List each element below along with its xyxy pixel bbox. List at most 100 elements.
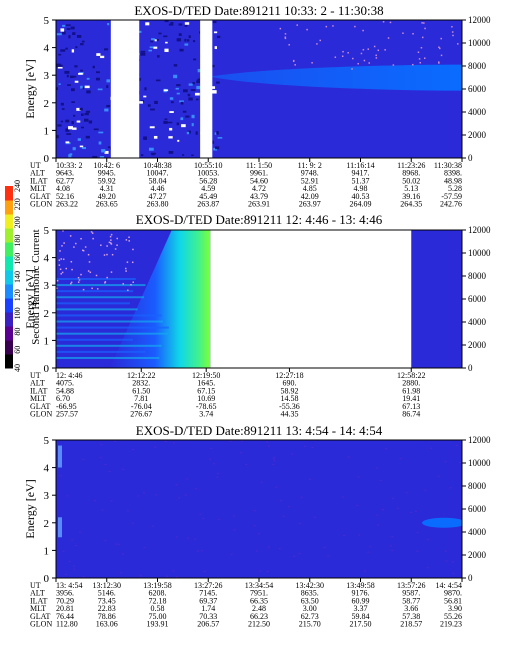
noise-speck [216,35,221,39]
info-row-value: 12:27:18 [275,371,303,380]
y-tick-label: 4 [44,43,50,55]
noise-speck [59,250,61,252]
noise-speck [179,100,184,103]
colorbar-tick-label: 60 [13,346,22,354]
noise-speck [420,46,423,49]
info-row-value: 7.81 [134,394,148,403]
noise-speck [379,479,382,481]
info-row-value: 20.81 [56,604,74,613]
noise-speck [253,510,256,512]
y-axis-label: Energy [eV] [23,269,37,328]
noise-speck [445,560,448,562]
info-row-value: 76.44 [56,612,74,621]
info-row-value: -66.95 [56,402,77,411]
y2-tick-label: 6000 [468,504,487,514]
noise-speck [183,89,188,93]
noise-speck [82,458,85,460]
noise-speck [65,119,70,123]
info-row-value: 10:48:38 [143,161,171,170]
spectrogram-fill [56,440,462,578]
y2-tick-label: 0 [468,363,473,373]
noise-speck [427,539,430,541]
noise-speck [56,63,61,68]
noise-speck [62,258,65,261]
noise-speck [70,281,73,284]
noise-speck [188,97,193,101]
stripe-feature [56,356,160,359]
info-row-label: UT [30,161,41,170]
noise-speck [342,496,345,498]
info-row-label: UT [30,581,41,590]
noise-speck [86,77,90,80]
noise-speck [103,254,106,256]
info-row-value: 219.23 [440,620,462,629]
noise-speck [412,33,414,35]
noise-speck [233,529,236,531]
noise-speck [163,35,168,38]
noise-speck [58,264,61,266]
noise-speck [416,550,419,552]
noise-speck [202,518,205,520]
noise-speck [212,21,217,24]
y-tick-label: 0 [44,153,50,165]
info-row-value: 263.87 [197,200,219,209]
noise-speck [97,88,103,91]
noise-speck [163,89,169,92]
info-row-value: 9748. [301,169,319,178]
noise-speck [192,82,195,85]
noise-speck [439,47,441,50]
info-row-value: 11:23:26 [397,161,425,170]
noise-speck [61,108,65,110]
stripe-feature [56,290,134,293]
info-row-value: 13:19:58 [143,581,171,590]
y-tick-label: 0 [44,363,50,375]
noise-speck [108,471,111,473]
noise-speck [279,27,282,30]
noise-speck [356,505,359,507]
noise-speck [278,548,281,550]
info-row-value: 11: 1:50 [246,161,272,170]
info-row-value: 4.31 [100,184,114,193]
panel-2: EXOS-D/TED Date:891211 12: 4:46 - 13: 4:… [23,212,491,419]
noise-speck [180,101,184,105]
noise-speck [266,441,269,443]
noise-speck [216,81,220,84]
noise-speck [187,537,190,539]
noise-speck [292,60,295,63]
noise-speck [126,261,129,263]
info-row-value: 264.35 [400,200,422,209]
noise-speck [57,66,63,69]
noise-speck [65,573,68,575]
colorbar-segment [5,200,13,215]
noise-speck [168,23,174,26]
noise-speck [182,110,187,113]
y-tick-label: 0 [44,573,50,585]
noise-speck [66,74,69,78]
info-row-value: 73.45 [98,596,116,605]
noise-speck [116,244,118,246]
info-row-value: 58.92 [280,386,298,395]
noise-speck [186,39,190,42]
y2-tick-label: 6000 [468,294,487,304]
info-row-label: ALT [30,379,45,388]
info-row-value: 67.15 [197,386,215,395]
colorbar-tick-label: 240 [13,180,22,192]
noise-speck [191,123,194,127]
noise-speck [62,31,66,35]
noise-speck [217,519,220,521]
info-row-value: 263.91 [248,200,270,209]
info-row-value: 3.74 [199,410,213,419]
noise-speck [153,446,156,448]
noise-speck [197,68,202,73]
noise-speck [273,457,276,459]
noise-speck [57,124,62,127]
info-row-value: 61.50 [132,386,150,395]
noise-speck [72,32,76,36]
info-row-value: 2832. [132,379,150,388]
noise-speck [71,121,74,125]
noise-speck [78,279,81,281]
noise-speck [166,575,169,577]
noise-speck [255,550,258,552]
y-tick-label: 1 [44,125,50,137]
noise-speck [170,22,174,25]
